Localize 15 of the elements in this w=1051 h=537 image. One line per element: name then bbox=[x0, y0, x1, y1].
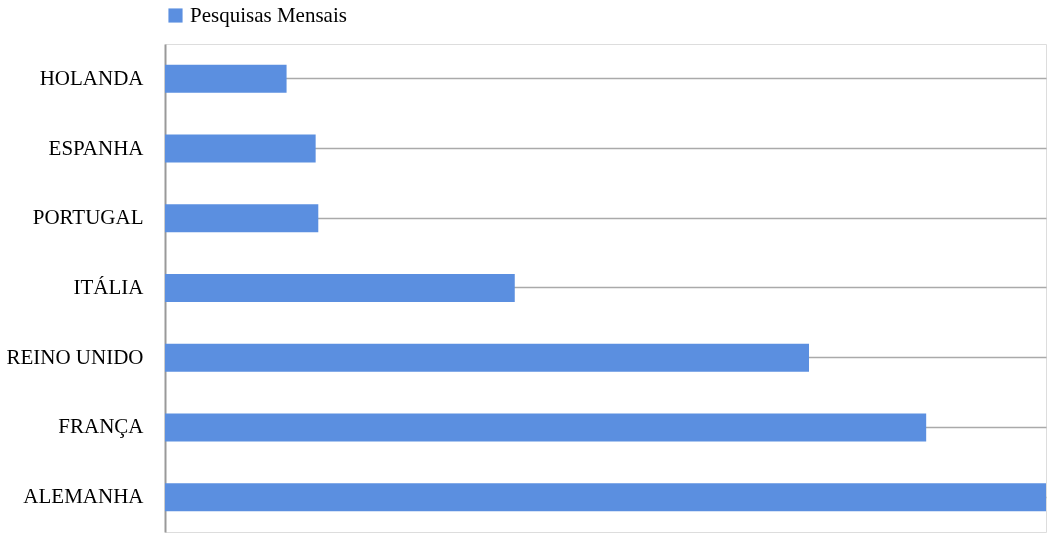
bar bbox=[165, 343, 810, 372]
bar bbox=[165, 274, 515, 302]
y-tick-label: FRANÇA bbox=[58, 414, 145, 439]
bar bbox=[165, 204, 319, 233]
bar bbox=[165, 483, 1046, 512]
bar bbox=[165, 64, 287, 93]
bar bbox=[165, 134, 316, 163]
bar bbox=[165, 413, 927, 442]
y-tick-label: ALEMANHA bbox=[23, 484, 145, 509]
y-tick-label: ESPANHA bbox=[48, 135, 145, 160]
y-tick-label: ITÁLIA bbox=[73, 275, 145, 299]
y-tick-label: HOLANDA bbox=[39, 65, 145, 90]
y-tick-label: REINO UNIDO bbox=[6, 344, 144, 369]
legend-label: Pesquisas Mensais bbox=[190, 2, 347, 27]
y-tick-label: PORTUGAL bbox=[32, 205, 144, 230]
